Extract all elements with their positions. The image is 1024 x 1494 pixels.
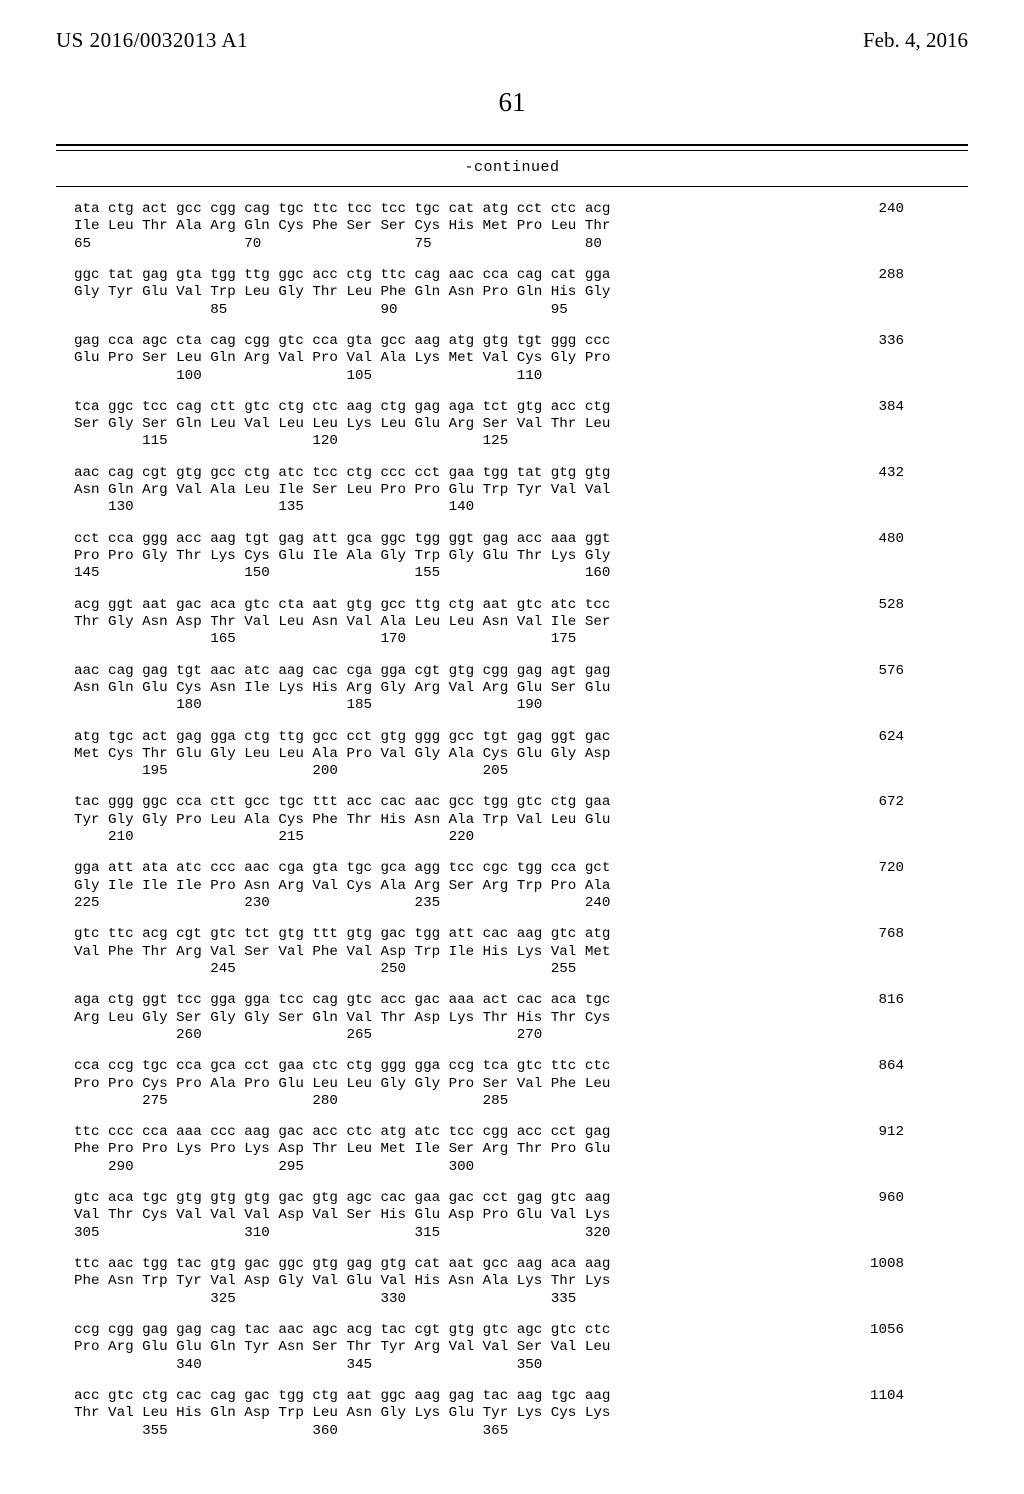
sequence-position: 672 — [824, 794, 904, 846]
sequence-listing: ata ctg act gcc cgg cag tgc ttc tcc tcc … — [74, 201, 968, 1440]
sequence-block: aga ctg ggt tcc gga gga tcc cag gtc acc … — [74, 992, 968, 1044]
publication-number: US 2016/0032013 A1 — [56, 28, 248, 53]
sequence-position: 336 — [824, 333, 904, 385]
sequence-position: 1056 — [824, 1322, 904, 1374]
publication-date: Feb. 4, 2016 — [863, 28, 968, 53]
sequence-block: acc gtc ctg cac cag gac tgg ctg aat ggc … — [74, 1388, 968, 1440]
sequence-lines: ttc ccc cca aaa ccc aag gac acc ctc atg … — [74, 1124, 824, 1176]
sequence-lines: acg ggt aat gac aca gtc cta aat gtg gcc … — [74, 597, 824, 649]
sequence-block: aac cag gag tgt aac atc aag cac cga gga … — [74, 663, 968, 715]
sequence-lines: gag cca agc cta cag cgg gtc cca gta gcc … — [74, 333, 824, 385]
sequence-block: ttc ccc cca aaa ccc aag gac acc ctc atg … — [74, 1124, 968, 1176]
sequence-lines: gtc ttc acg cgt gtc tct gtg ttt gtg gac … — [74, 926, 824, 978]
sequence-lines: cca ccg tgc cca gca cct gaa ctc ctg ggg … — [74, 1058, 824, 1110]
sequence-block: ggc tat gag gta tgg ttg ggc acc ctg ttc … — [74, 267, 968, 319]
sequence-position: 528 — [824, 597, 904, 649]
page-container: US 2016/0032013 A1 Feb. 4, 2016 61 -cont… — [0, 0, 1024, 1494]
sequence-position: 240 — [824, 201, 904, 253]
sequence-block: gga att ata atc ccc aac cga gta tgc gca … — [74, 860, 968, 912]
sequence-position: 720 — [824, 860, 904, 912]
sequence-block: acg ggt aat gac aca gtc cta aat gtg gcc … — [74, 597, 968, 649]
sequence-lines: ccg cgg gag gag cag tac aac agc acg tac … — [74, 1322, 824, 1374]
sequence-block: ata ctg act gcc cgg cag tgc ttc tcc tcc … — [74, 201, 968, 253]
continued-label: -continued — [56, 159, 968, 176]
sequence-block: tca ggc tcc cag ctt gtc ctg ctc aag ctg … — [74, 399, 968, 451]
sequence-lines: aac cag gag tgt aac atc aag cac cga gga … — [74, 663, 824, 715]
sequence-block: gtc aca tgc gtg gtg gtg gac gtg agc cac … — [74, 1190, 968, 1242]
sequence-block: cca ccg tgc cca gca cct gaa ctc ctg ggg … — [74, 1058, 968, 1110]
sequence-lines: tca ggc tcc cag ctt gtc ctg ctc aag ctg … — [74, 399, 824, 451]
sequence-lines: gga att ata atc ccc aac cga gta tgc gca … — [74, 860, 824, 912]
sequence-position: 1104 — [824, 1388, 904, 1440]
sequence-position: 1008 — [824, 1256, 904, 1308]
sequence-position: 480 — [824, 531, 904, 583]
sequence-position: 912 — [824, 1124, 904, 1176]
sequence-lines: acc gtc ctg cac cag gac tgg ctg aat ggc … — [74, 1388, 824, 1440]
sequence-lines: ggc tat gag gta tgg ttg ggc acc ctg ttc … — [74, 267, 824, 319]
rule-thin-lower — [56, 186, 968, 187]
sequence-position: 816 — [824, 992, 904, 1044]
sequence-position: 960 — [824, 1190, 904, 1242]
sequence-position: 768 — [824, 926, 904, 978]
sequence-position: 864 — [824, 1058, 904, 1110]
sequence-position: 576 — [824, 663, 904, 715]
sequence-lines: aga ctg ggt tcc gga gga tcc cag gtc acc … — [74, 992, 824, 1044]
sequence-block: gtc ttc acg cgt gtc tct gtg ttt gtg gac … — [74, 926, 968, 978]
sequence-lines: gtc aca tgc gtg gtg gtg gac gtg agc cac … — [74, 1190, 824, 1242]
sequence-position: 384 — [824, 399, 904, 451]
sequence-block: gag cca agc cta cag cgg gtc cca gta gcc … — [74, 333, 968, 385]
page-header: US 2016/0032013 A1 Feb. 4, 2016 — [56, 28, 968, 53]
sequence-position: 624 — [824, 729, 904, 781]
rule-thin-upper — [56, 150, 968, 151]
sequence-lines: aac cag cgt gtg gcc ctg atc tcc ctg ccc … — [74, 465, 824, 517]
sequence-lines: ata ctg act gcc cgg cag tgc ttc tcc tcc … — [74, 201, 824, 253]
sequence-block: tac ggg ggc cca ctt gcc tgc ttt acc cac … — [74, 794, 968, 846]
sequence-lines: atg tgc act gag gga ctg ttg gcc cct gtg … — [74, 729, 824, 781]
sequence-block: atg tgc act gag gga ctg ttg gcc cct gtg … — [74, 729, 968, 781]
sequence-block: aac cag cgt gtg gcc ctg atc tcc ctg ccc … — [74, 465, 968, 517]
sequence-position: 288 — [824, 267, 904, 319]
page-number: 61 — [56, 87, 968, 118]
sequence-lines: cct cca ggg acc aag tgt gag att gca ggc … — [74, 531, 824, 583]
sequence-lines: ttc aac tgg tac gtg gac ggc gtg gag gtg … — [74, 1256, 824, 1308]
sequence-position: 432 — [824, 465, 904, 517]
sequence-block: ccg cgg gag gag cag tac aac agc acg tac … — [74, 1322, 968, 1374]
sequence-block: cct cca ggg acc aag tgt gag att gca ggc … — [74, 531, 968, 583]
sequence-lines: tac ggg ggc cca ctt gcc tgc ttt acc cac … — [74, 794, 824, 846]
sequence-block: ttc aac tgg tac gtg gac ggc gtg gag gtg … — [74, 1256, 968, 1308]
